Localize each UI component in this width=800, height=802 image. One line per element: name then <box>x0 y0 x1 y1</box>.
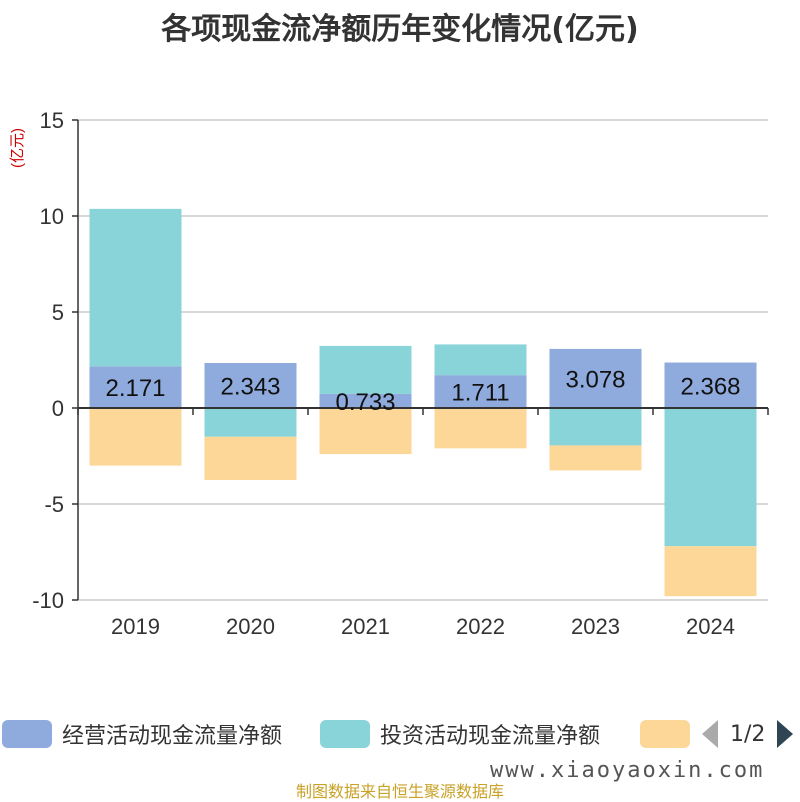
bar-2024-series-0[interactable] <box>664 362 757 408</box>
data-label-2024: 2.368 <box>680 373 740 400</box>
x-tick-label: 2021 <box>341 614 390 639</box>
x-tick-label: 2024 <box>686 614 735 639</box>
axes: -10 -5 0 5 10 15 2019 2020 2021 2022 2023 2024 <box>32 108 769 639</box>
bar-2022-series-1[interactable] <box>434 344 527 376</box>
bars <box>89 208 757 597</box>
data-label-2023: 3.078 <box>565 366 625 393</box>
legend-item-third[interactable] <box>640 716 700 752</box>
data-label-2021: 0.733 <box>335 389 395 416</box>
legend-swatch-investing <box>320 720 370 748</box>
bar-2020-series-2[interactable] <box>204 436 297 480</box>
bar-2019-series-0[interactable] <box>89 366 182 408</box>
bar-2024-series-1[interactable] <box>664 408 757 547</box>
y-tick-label: 0 <box>52 396 64 421</box>
legend-label-operating: 经营活动现金流量净额 <box>62 724 283 749</box>
data-label-2019: 2.171 <box>105 375 165 402</box>
legend-swatch-third <box>640 720 690 748</box>
source-note: 制图数据来自恒生聚源数据库 <box>295 782 504 801</box>
y-tick-label: -10 <box>32 588 64 613</box>
y-tick-label: -5 <box>44 492 64 517</box>
bar-2019-series-2[interactable] <box>89 408 182 466</box>
bar-2023-series-1[interactable] <box>549 408 642 446</box>
x-tick-label: 2020 <box>226 614 275 639</box>
bar-2020-series-0[interactable] <box>204 363 297 408</box>
chart-title: 各项现金流净额历年变化情况(亿元) <box>161 12 639 47</box>
legend-prev-icon[interactable] <box>702 720 718 748</box>
y-axis-label: (亿元) <box>9 128 26 168</box>
bar-2021-series-2[interactable] <box>319 408 412 455</box>
bar-2022-series-0[interactable] <box>434 375 527 408</box>
watermark: www.xiaoyaoxin.com <box>490 758 765 783</box>
x-tick-label: 2022 <box>456 614 505 639</box>
bar-2022-series-2[interactable] <box>434 408 527 449</box>
legend-item-operating[interactable]: 经营活动现金流量净额 <box>2 716 282 752</box>
bar-2021-series-1[interactable] <box>319 345 412 394</box>
bar-2019-series-1[interactable] <box>89 208 182 367</box>
legend-swatch-operating <box>2 720 52 748</box>
y-tick-label: 5 <box>52 300 64 325</box>
legend-item-investing[interactable]: 投资活动现金流量净额 <box>320 716 600 752</box>
legend-pager: 1/2 <box>702 716 794 752</box>
legend-next-icon[interactable] <box>777 720 794 748</box>
x-tick-label: 2019 <box>111 614 160 639</box>
x-tick-label: 2023 <box>571 614 620 639</box>
bar-2023-series-0[interactable] <box>549 348 642 408</box>
bar-2024-series-2[interactable] <box>664 546 757 597</box>
legend-label-investing: 投资活动现金流量净额 <box>380 724 601 749</box>
bar-2021-series-0[interactable] <box>319 393 412 408</box>
legend: 经营活动现金流量净额 投资活动现金流量净额 1/2 <box>0 716 800 752</box>
data-label-2022: 1.711 <box>451 380 509 407</box>
data-labels: 2.171 2.343 0.733 1.711 3.078 2.368 <box>105 366 740 416</box>
y-tick-label: 10 <box>40 204 64 229</box>
bar-2020-series-1[interactable] <box>204 408 297 437</box>
bar-2023-series-2[interactable] <box>549 445 642 471</box>
legend-page-indicator: 1/2 <box>730 721 766 747</box>
y-tick-label: 15 <box>40 108 64 133</box>
data-label-2020: 2.343 <box>220 374 280 401</box>
